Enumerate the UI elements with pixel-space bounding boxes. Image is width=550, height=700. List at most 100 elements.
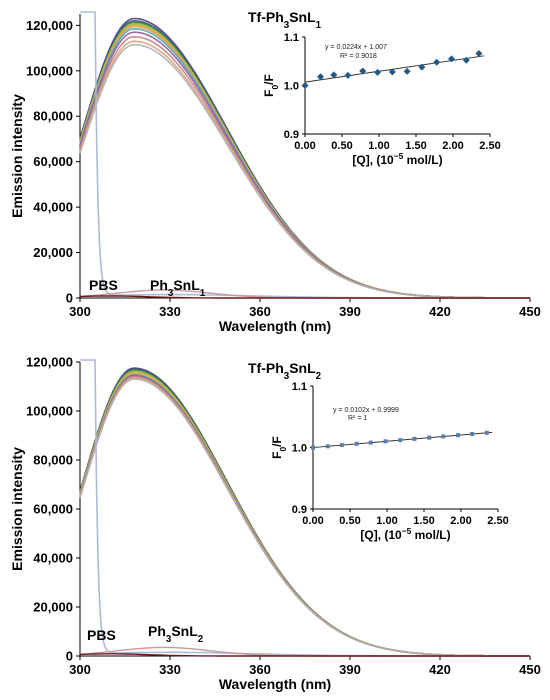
inset-x-tick-label: 0.50 xyxy=(331,140,352,152)
fit-r-squared: R² = 1 xyxy=(348,415,367,422)
inset-y-tick-label: 0.9 xyxy=(284,129,299,141)
inset-x-tick-label: 2.00 xyxy=(442,140,463,152)
inset-x-tick-label: 0.50 xyxy=(339,515,360,527)
data-point xyxy=(475,49,483,57)
panel-title-part: SnL xyxy=(289,360,316,376)
data-point xyxy=(456,433,461,438)
inset-x-axis-label-part: −5 xyxy=(394,151,404,161)
data-point xyxy=(403,67,411,75)
compound-label: Ph3SnL2 xyxy=(148,623,204,645)
inset-y-axis-label-part: 0 xyxy=(270,85,280,90)
data-point xyxy=(418,63,426,71)
data-point xyxy=(354,441,359,446)
x-tick-label: 450 xyxy=(519,304,541,319)
data-point xyxy=(311,445,315,450)
inset-x-axis-label-part: mol/L) xyxy=(411,528,450,542)
inset-x-tick-label: 0.00 xyxy=(294,140,315,152)
inset-x-tick-label: 1.00 xyxy=(368,140,389,152)
y-tick-label: 40,000 xyxy=(33,200,73,215)
y-axis-label: Emission intensity xyxy=(9,447,25,571)
x-tick-label: 360 xyxy=(249,662,271,677)
data-point xyxy=(433,58,441,66)
data-point xyxy=(359,67,367,75)
data-point xyxy=(325,444,330,449)
x-tick-label: 450 xyxy=(519,662,541,677)
inset-x-axis-label: [Q], (10−5 mol/L) xyxy=(360,526,450,542)
chart-panel-2: 0 20,000 40,000 60,000 80,000 100,000 120,000 3… xyxy=(9,355,541,693)
data-point xyxy=(398,438,403,443)
panel-title-part: 3 xyxy=(284,20,290,31)
y-tick-label: 100,000 xyxy=(26,63,73,78)
inset-x-axis-label-part: [Q], (10 xyxy=(352,153,394,167)
inset-x-axis-label-part: [Q], (10 xyxy=(360,528,402,542)
inset-x-tick-label: 2.50 xyxy=(487,515,508,527)
y-tick-label: 20,000 xyxy=(33,600,73,615)
chart-panel-1: 0 20,000 40,000 60,000 80,000 100,000 120,000 3… xyxy=(9,9,541,334)
y-tick-label: 60,000 xyxy=(33,502,73,517)
y-tick-label: 120,000 xyxy=(26,18,73,33)
y-tick-label: 0 xyxy=(66,649,73,664)
y-tick-label: 120,000 xyxy=(26,355,73,370)
pbs-label: PBS xyxy=(87,627,116,643)
y-tick-label: 100,000 xyxy=(26,404,73,419)
fit-r-squared: R² = 0.9018 xyxy=(340,53,377,60)
inset-chart: 0.9 1.0 1.1 0.00 0.50 1.00 1.50 2.00 2.50 [Q], (1… xyxy=(270,381,509,542)
inset-y-axis-label-part: 0 xyxy=(278,447,288,452)
compound-label: Ph3SnL1 xyxy=(150,277,206,299)
fit-line xyxy=(304,55,485,83)
inset-x-tick-label: 1.50 xyxy=(405,140,426,152)
data-point xyxy=(374,68,382,76)
panel-title-part: Tf-Ph xyxy=(248,360,284,376)
compound-label-part: Ph xyxy=(148,623,166,639)
data-point xyxy=(470,431,475,436)
compound-label-part: SnL xyxy=(171,623,198,639)
inset-y-tick-label: 0.9 xyxy=(292,504,307,516)
y-tick-label: 40,000 xyxy=(33,551,73,566)
fit-equation: y = 0.0224x + 1.007 xyxy=(325,44,387,51)
inset-x-tick-label: 0.00 xyxy=(302,515,323,527)
inset-y-axis-label-part: F xyxy=(262,90,276,97)
pbs-label: PBS xyxy=(89,277,118,293)
data-point xyxy=(339,443,344,448)
inset-background xyxy=(305,37,490,134)
panel-title-part: SnL xyxy=(289,9,316,25)
data-point xyxy=(412,436,417,441)
data-point xyxy=(344,71,352,79)
data-point xyxy=(330,71,338,79)
x-tick-label: 390 xyxy=(339,304,361,319)
data-point xyxy=(448,55,456,63)
inset-x-axis-label-part: −5 xyxy=(402,526,412,536)
x-tick-label: 330 xyxy=(159,304,181,319)
data-point xyxy=(383,439,388,444)
inset-x-tick-label: 1.00 xyxy=(376,515,397,527)
compound-label-part: 2 xyxy=(198,634,204,645)
baseline-curve xyxy=(79,295,530,299)
x-axis-label: Wavelength (nm) xyxy=(219,318,331,334)
panel-title: Tf-Ph3SnL2 xyxy=(248,360,322,382)
inset-background xyxy=(313,386,498,509)
inset-x-axis-label-part: mol/L) xyxy=(403,153,442,167)
y-tick-label: 80,000 xyxy=(33,109,73,124)
panel-title-part: 1 xyxy=(316,20,322,31)
inset-x-axis-label: [Q], (10−5 mol/L) xyxy=(352,151,442,167)
inset-y-axis-label-part: /F xyxy=(270,436,284,447)
x-axis-label: Wavelength (nm) xyxy=(219,676,331,692)
panel-title-part: 2 xyxy=(316,371,322,382)
y-tick-label: 80,000 xyxy=(33,453,73,468)
inset-y-tick-label: 1.0 xyxy=(292,443,307,455)
x-tick-label: 390 xyxy=(339,662,361,677)
inset-x-tick-label: 2.50 xyxy=(479,140,500,152)
y-tick-label: 0 xyxy=(66,291,73,306)
y-axis-label: Emission intensity xyxy=(9,94,25,218)
compound-label-part: 3 xyxy=(168,288,174,299)
fit-equation: y = 0.0102x + 0.9999 xyxy=(333,407,399,414)
inset-y-axis-label-part: F xyxy=(270,452,284,459)
panel-title-part: Tf-Ph xyxy=(248,9,284,25)
y-tick-label: 20,000 xyxy=(33,245,73,260)
compound-label-part: 3 xyxy=(166,634,172,645)
x-tick-label: 330 xyxy=(159,662,181,677)
panel-title: Tf-Ph3SnL1 xyxy=(248,9,322,31)
x-tick-label: 300 xyxy=(69,304,91,319)
x-tick-label: 300 xyxy=(69,662,91,677)
